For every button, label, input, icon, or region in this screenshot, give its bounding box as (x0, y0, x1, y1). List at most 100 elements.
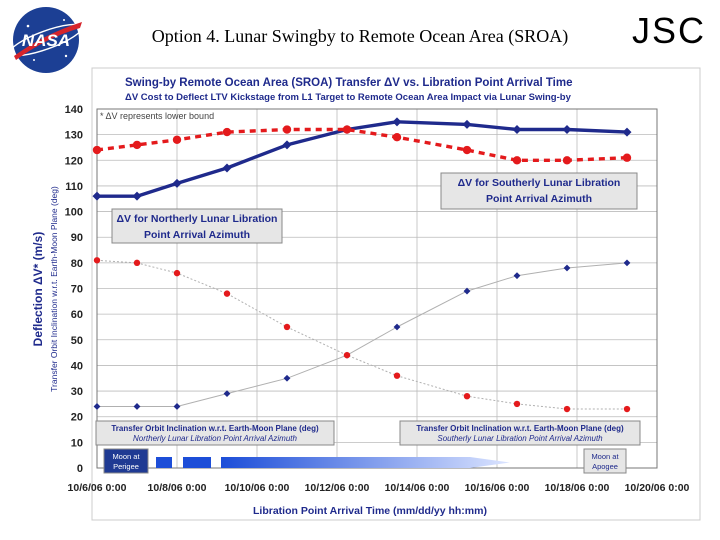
series-north-incl-point (563, 405, 571, 413)
series-north-incl-point (513, 400, 521, 408)
org-mark: JSC (631, 10, 706, 51)
y-tick-label: 140 (65, 104, 83, 116)
series-north-incl-point (173, 269, 181, 277)
series-south-incl-point (463, 287, 471, 295)
series-south-incl-point (223, 390, 231, 398)
y-tick-label: 60 (71, 309, 83, 321)
series-south-dv-point (172, 178, 182, 188)
y-axis-label-secondary: Transfer Orbit Inclination w.r.t. Earth-… (49, 186, 59, 392)
label-apogee-line1: Moon at (591, 452, 619, 461)
series-north-dv-point (132, 140, 142, 150)
series-north-dv-point (392, 133, 402, 142)
x-tick-label: 10/12/06 0:00 (305, 482, 370, 494)
label-perigee-line1: Moon at (112, 452, 140, 461)
series-south-incl-point (173, 403, 181, 410)
y-tick-label: 130 (65, 130, 83, 142)
timeline-block (183, 457, 211, 468)
label-south-incl-line1: Transfer Orbit Inclination w.r.t. Earth-… (416, 424, 624, 433)
label-box-north-dv: ΔV for Northerly Lunar Libration Point A… (111, 208, 283, 244)
chart-title: Swing-by Remote Ocean Area (SROA) Transf… (125, 77, 573, 89)
y-tick-label: 30 (71, 386, 83, 398)
series-south-incl-point (93, 403, 101, 410)
y-tick-label: 50 (71, 335, 83, 347)
series-north-incl (93, 257, 631, 413)
series-north-incl-point (463, 393, 471, 400)
series-north-incl-point (223, 290, 231, 297)
series-south-incl-point (133, 403, 141, 410)
y-tick-label: 10 (71, 437, 83, 449)
label-perigee-line2: Perigee (113, 462, 139, 471)
series-north-incl-line (96, 259, 627, 410)
series-north-incl-point (93, 257, 101, 264)
y-tick-label: 0 (77, 463, 83, 475)
footnote: * ΔV represents lower bound (100, 111, 214, 121)
series-north-incl-point (623, 405, 631, 413)
y-axis-label: Deflection ΔV* (m/s) (31, 232, 45, 347)
series-north-incl-point (393, 372, 401, 379)
x-tick-label: 10/10/06 0:00 (225, 482, 290, 494)
label-box-perigee: Moon at Perigee (103, 448, 149, 474)
series (92, 117, 632, 413)
timeline-arrow (221, 457, 510, 468)
label-north-dv-line2: Point Arrival Azimuth (144, 229, 250, 241)
slide-title: Option 4. Lunar Swingby to Remote Ocean … (151, 26, 569, 46)
series-north-dv-point (562, 156, 572, 165)
series-south-incl-point (513, 272, 521, 280)
series-north-dv-point (222, 127, 232, 137)
y-tick-label: 70 (71, 284, 83, 296)
label-apogee-line2: Apogee (592, 462, 618, 471)
series-north-dv-point (462, 145, 472, 155)
x-tick-label: 10/14/06 0:00 (385, 482, 450, 494)
series-north-dv-point (172, 135, 182, 144)
label-box-south-dv: ΔV for Southerly Lunar Libration Point A… (440, 172, 638, 210)
x-tick-labels: 10/6/06 0:00 10/8/06 0:00 10/10/06 0:00 10/… (68, 482, 690, 494)
timeline-block (156, 457, 172, 468)
series-south-incl-point (623, 259, 631, 267)
label-north-dv-line1: ΔV for Northerly Lunar Libration (117, 213, 278, 225)
series-south-dv-point (92, 191, 102, 201)
label-south-incl-line2: Southerly Lunar Libration Point Arrival … (437, 434, 603, 443)
label-box-south-incl: Transfer Orbit Inclination w.r.t. Earth-… (399, 420, 641, 446)
series-north-dv-line (96, 127, 628, 163)
series-south-dv-point (282, 140, 292, 150)
x-tick-label: 10/16/06 0:00 (465, 482, 530, 494)
y-tick-label: 90 (71, 232, 83, 244)
series-south-dv-point (132, 191, 142, 201)
nasa-logo: NASA (9, 7, 83, 73)
series-south-dv-point (562, 125, 572, 135)
series-north-incl-point (343, 351, 351, 359)
series-north-dv (92, 125, 632, 165)
series-south-dv-point (462, 119, 472, 129)
series-north-dv-point (622, 153, 632, 162)
svg-text:NASA: NASA (22, 31, 70, 50)
y-tick-label: 80 (71, 258, 83, 270)
chart-subtitle: ΔV Cost to Deflect LTV Kickstage from L1… (125, 92, 572, 103)
y-tick-label: 100 (65, 207, 83, 219)
series-north-dv-point (282, 125, 292, 134)
x-tick-label: 10/20/06 0:00 (625, 482, 690, 494)
label-north-incl-line2: Northerly Lunar Libration Point Arrival … (133, 434, 297, 443)
x-axis-label: Libration Point Arrival Time (mm/dd/yy h… (253, 505, 487, 517)
y-tick-label: 40 (71, 360, 83, 372)
moon-timeline (156, 457, 510, 468)
series-north-incl-point (283, 323, 291, 331)
y-tick-labels: 0 10 20 30 40 50 60 70 80 90 100 110 120 130 140 (65, 104, 83, 475)
series-north-dv-point (342, 125, 352, 134)
series-south-dv-point (222, 163, 232, 173)
y-tick-label: 110 (65, 181, 83, 193)
label-south-dv-line2: Point Arrival Azimuth (486, 193, 592, 205)
label-south-dv-line1: ΔV for Southerly Lunar Libration (458, 177, 621, 189)
label-box-north-incl: Transfer Orbit Inclination w.r.t. Earth-… (95, 420, 335, 446)
y-tick-label: 120 (65, 155, 83, 167)
x-tick-label: 10/18/06 0:00 (545, 482, 610, 494)
series-north-dv-point (512, 156, 522, 165)
series-north-dv-point (92, 145, 102, 155)
label-box-apogee: Moon at Apogee (583, 448, 627, 474)
series-south-dv-point (622, 127, 632, 137)
series-south-dv-point (512, 125, 522, 135)
label-north-incl-line1: Transfer Orbit Inclination w.r.t. Earth-… (111, 424, 319, 433)
y-tick-label: 20 (71, 412, 83, 424)
series-north-incl-point (133, 259, 141, 267)
series-south-incl-point (563, 264, 571, 272)
